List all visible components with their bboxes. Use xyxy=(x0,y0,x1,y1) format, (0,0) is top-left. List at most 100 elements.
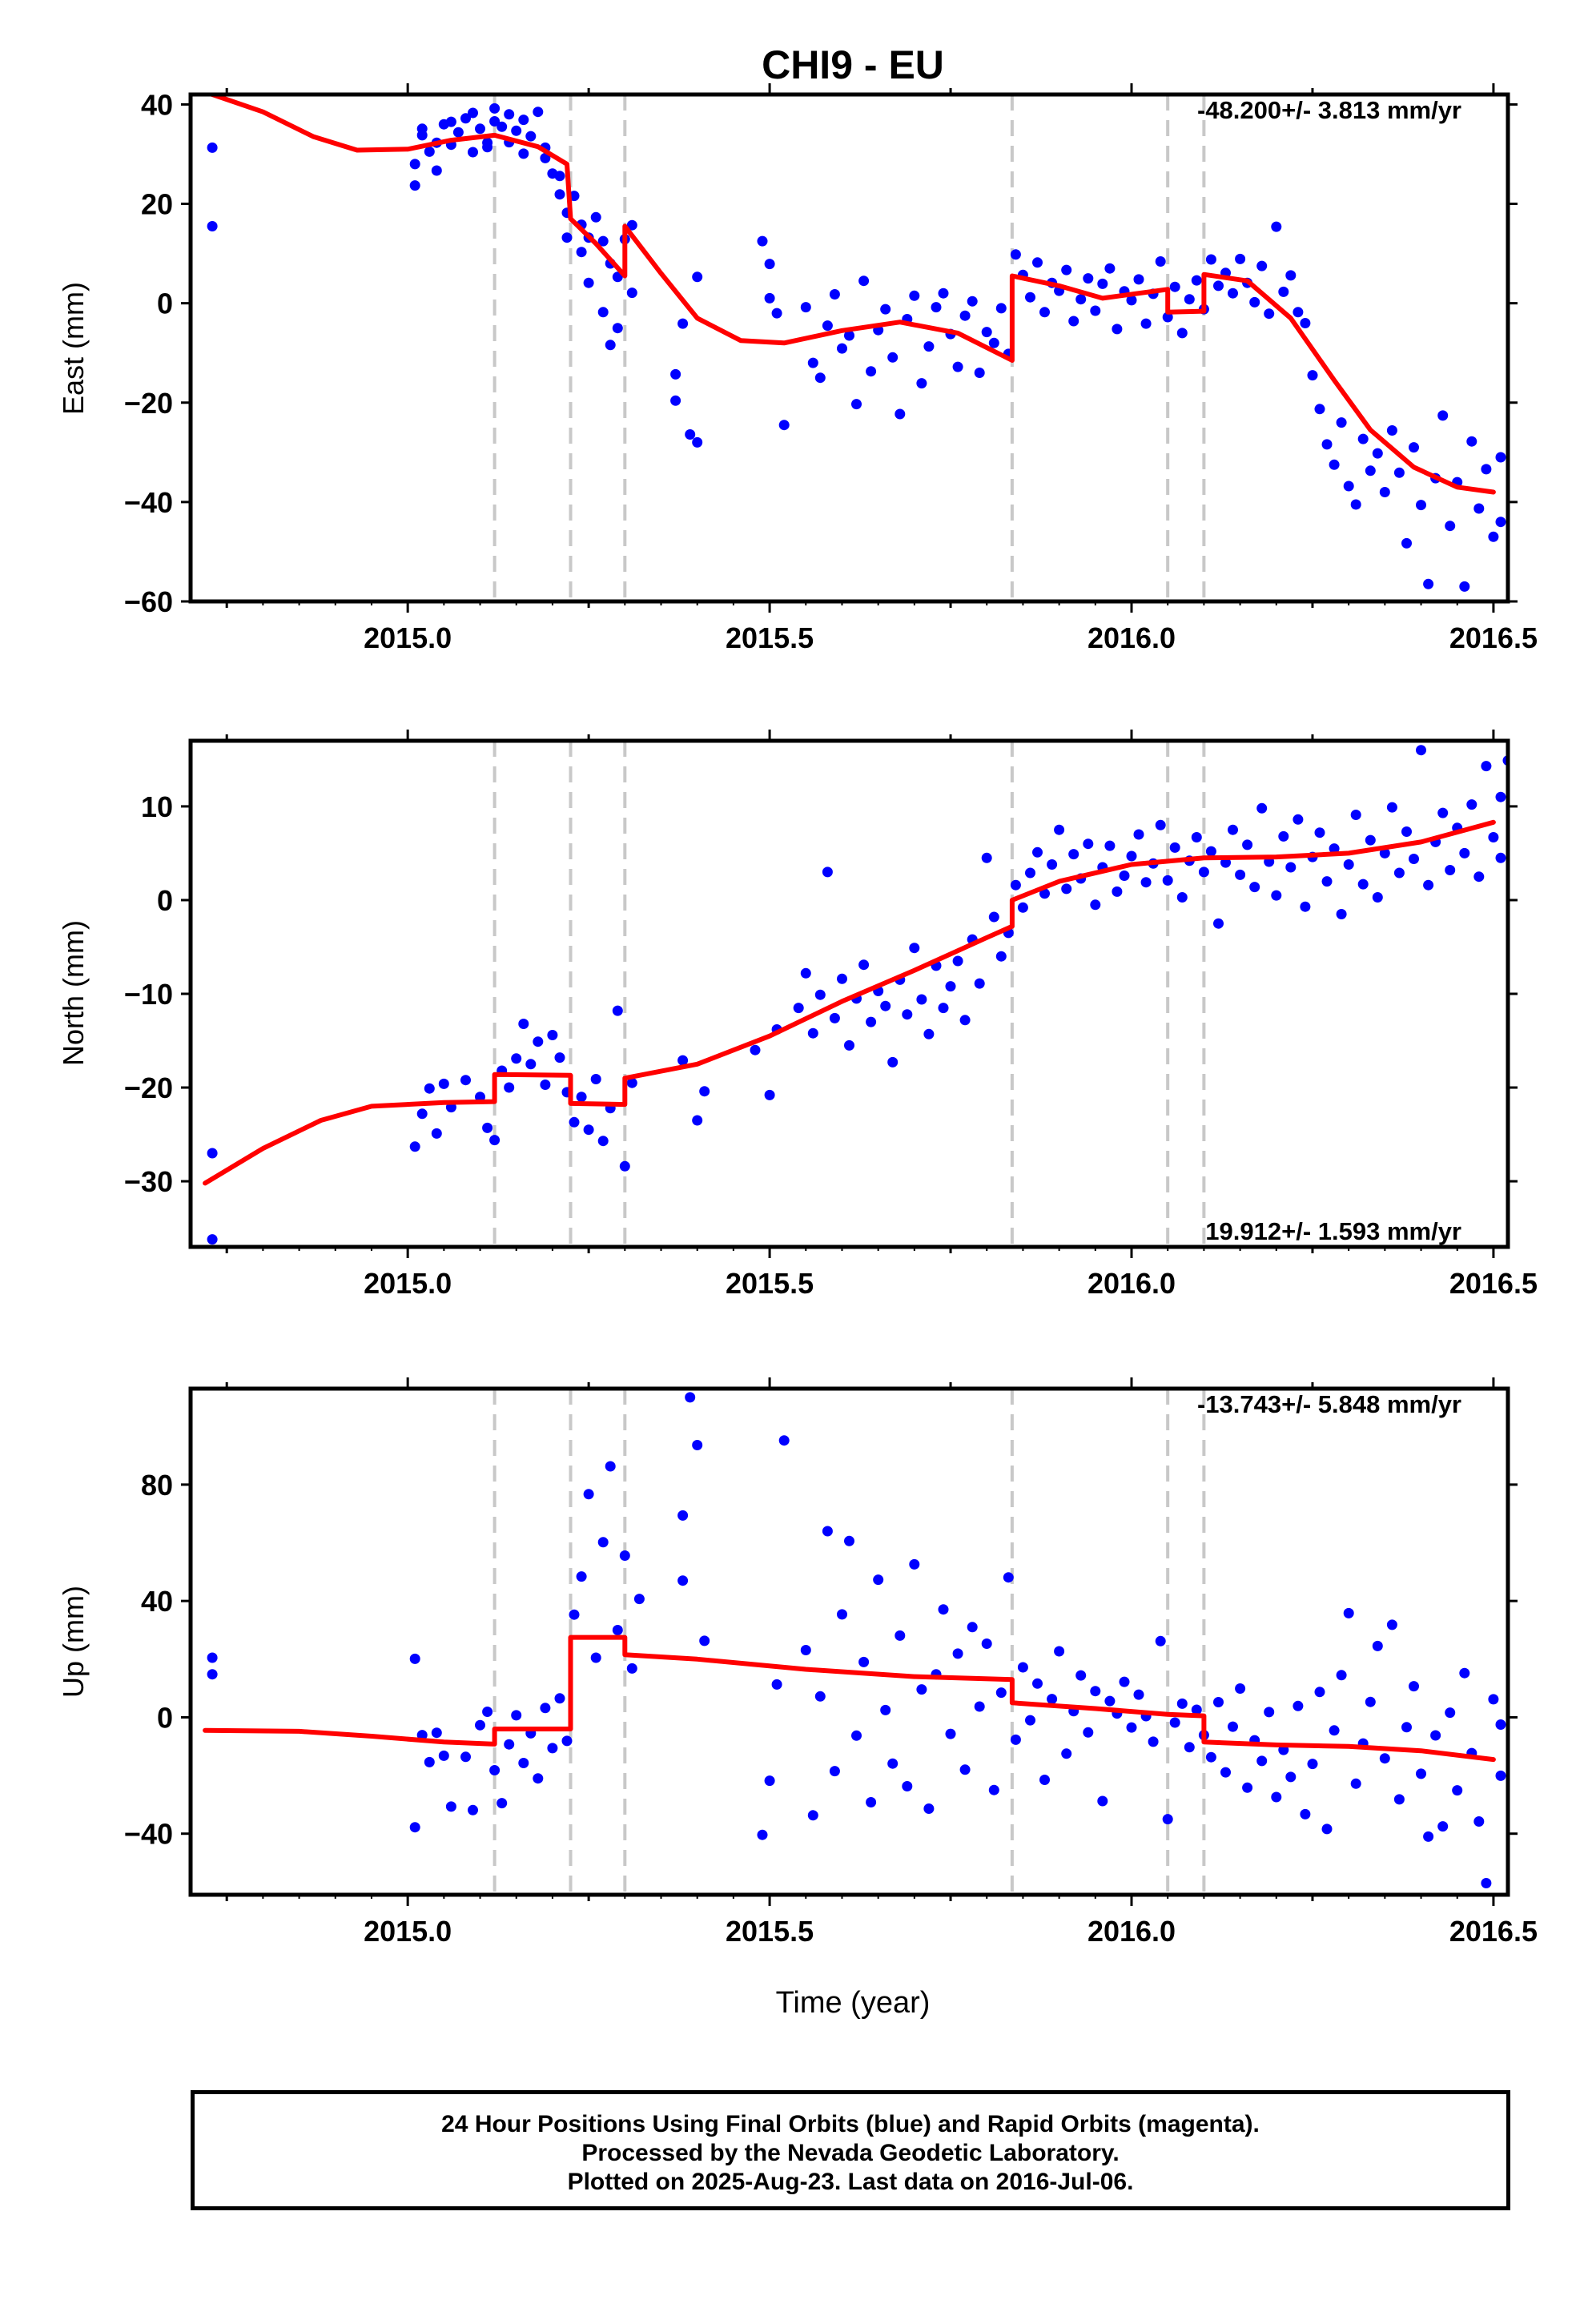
footer-line-2: Processed by the Nevada Geodetic Laborat… xyxy=(581,2140,1120,2166)
data-point xyxy=(554,189,565,200)
data-point xyxy=(1083,838,1094,850)
y-tick-label: −40 xyxy=(124,486,173,519)
data-point xyxy=(1068,849,1079,860)
data-point xyxy=(822,866,833,878)
data-point xyxy=(902,1009,913,1020)
data-point xyxy=(540,1703,551,1714)
data-point xyxy=(1047,859,1058,870)
data-point xyxy=(1495,791,1506,802)
data-point xyxy=(1242,1782,1253,1793)
data-point xyxy=(895,1630,906,1641)
data-point xyxy=(1285,270,1297,281)
data-point xyxy=(583,1124,594,1136)
data-point xyxy=(1162,1814,1173,1825)
data-point xyxy=(1365,1696,1376,1707)
data-point xyxy=(1423,879,1434,891)
data-point xyxy=(619,1160,630,1172)
data-point xyxy=(1032,1678,1043,1689)
y-tick-label: −30 xyxy=(124,1165,173,1198)
data-point xyxy=(814,989,826,1000)
data-point xyxy=(967,1622,978,1633)
data-point xyxy=(525,1059,537,1070)
data-point xyxy=(424,146,435,157)
data-point xyxy=(1495,1719,1506,1730)
plot-area xyxy=(203,1389,1506,1895)
data-point xyxy=(452,127,464,138)
y-axis-label: East (mm) xyxy=(57,282,90,415)
data-point xyxy=(518,148,529,159)
data-point xyxy=(207,1669,218,1680)
data-point xyxy=(887,1758,899,1769)
data-point xyxy=(431,1128,442,1139)
data-point xyxy=(1445,1707,1456,1719)
data-point xyxy=(1191,832,1202,842)
data-point xyxy=(1495,452,1506,463)
data-point xyxy=(1300,1808,1311,1819)
data-point xyxy=(1329,1725,1340,1736)
data-point xyxy=(1119,870,1130,881)
data-point xyxy=(1481,464,1492,475)
data-point xyxy=(1314,404,1325,415)
data-point xyxy=(1104,1695,1116,1707)
data-point xyxy=(1437,1821,1449,1832)
data-point xyxy=(1083,273,1094,284)
data-point xyxy=(837,343,847,354)
x-tick-label: 2015.5 xyxy=(726,621,814,654)
data-point xyxy=(880,304,891,315)
data-point xyxy=(1235,1683,1246,1694)
data-point xyxy=(409,1141,420,1152)
data-point xyxy=(1459,1667,1470,1679)
data-point xyxy=(583,277,594,288)
data-point xyxy=(1039,888,1050,899)
rate-label: 19.912+/- 1.593 mm/yr xyxy=(1205,1217,1461,1245)
data-point xyxy=(590,1652,601,1663)
data-point xyxy=(511,125,522,136)
data-point xyxy=(764,259,775,270)
data-point xyxy=(1495,852,1506,863)
data-point xyxy=(1169,842,1180,853)
data-point xyxy=(1133,829,1144,840)
data-point xyxy=(1343,859,1354,870)
fit-line xyxy=(204,94,1496,495)
data-point xyxy=(1357,879,1369,890)
data-point xyxy=(814,1691,826,1702)
data-point xyxy=(605,340,616,351)
data-point xyxy=(590,211,601,223)
data-point xyxy=(1459,581,1470,592)
data-point xyxy=(1409,1681,1419,1692)
data-point xyxy=(1430,1730,1441,1741)
data-point xyxy=(1379,847,1390,858)
data-point xyxy=(1025,292,1035,303)
data-point xyxy=(1278,286,1289,297)
data-point xyxy=(207,1234,218,1245)
data-point xyxy=(424,1756,435,1767)
data-point xyxy=(909,290,920,301)
data-point xyxy=(1409,854,1419,864)
data-point xyxy=(1495,517,1506,528)
data-point xyxy=(497,121,508,132)
data-point xyxy=(1090,1686,1101,1697)
data-point xyxy=(1445,521,1456,532)
data-point xyxy=(952,955,963,967)
data-point xyxy=(916,1684,927,1695)
data-point xyxy=(1090,305,1101,316)
data-point xyxy=(800,302,811,313)
data-point xyxy=(895,408,906,420)
data-point xyxy=(547,1743,558,1754)
data-point xyxy=(692,1440,703,1450)
data-point xyxy=(952,361,963,372)
data-point xyxy=(757,235,768,247)
data-point xyxy=(1104,840,1116,851)
data-point xyxy=(1068,316,1079,327)
data-point xyxy=(1473,871,1485,883)
data-point xyxy=(569,1116,580,1128)
data-point xyxy=(1357,433,1369,444)
y-tick-label: 0 xyxy=(157,1701,173,1734)
data-point xyxy=(482,142,493,153)
data-point xyxy=(576,1571,587,1582)
data-point xyxy=(1133,1689,1144,1700)
data-point xyxy=(1452,1785,1463,1796)
data-point xyxy=(1176,892,1188,903)
data-point xyxy=(612,1625,623,1635)
data-point xyxy=(533,1773,544,1784)
